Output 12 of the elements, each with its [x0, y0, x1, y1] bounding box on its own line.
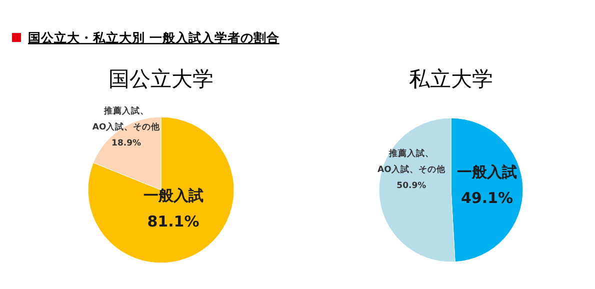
slice-label: 一般入試 [456, 163, 517, 182]
data-label: 18.9% [112, 138, 142, 149]
data-label: 81.1% [147, 212, 200, 230]
slice-label: 推薦入試、AO入試、その他 [92, 106, 162, 133]
chart-title: 国公立大学 [108, 67, 214, 91]
text: 国公立大・私立大別 一般入試入学者の割合 [28, 30, 280, 45]
pie-slice [88, 116, 234, 264]
data-label: 49.1% [460, 189, 514, 208]
data-label: 50.9% [396, 181, 427, 192]
slice-label: 一般入試 [143, 186, 204, 204]
slice-label: 推薦入試、AO入試、その他 [378, 148, 446, 176]
chart-title: 私立大学 [409, 67, 493, 91]
